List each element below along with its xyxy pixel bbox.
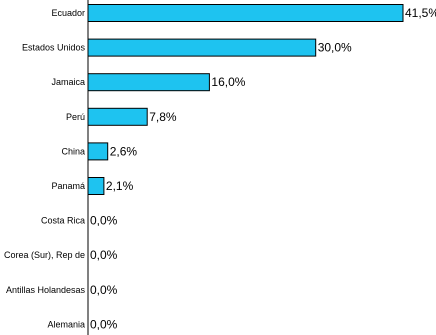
category-label-0: Ecuador xyxy=(51,8,85,18)
value-label-7: 0,0% xyxy=(90,248,118,262)
value-label-6: 0,0% xyxy=(90,214,118,228)
bars-group xyxy=(87,4,404,195)
value-label-4: 2,6% xyxy=(110,144,138,158)
bar-4 xyxy=(87,142,109,161)
bar-0 xyxy=(87,4,404,22)
category-label-5: Panamá xyxy=(51,181,85,191)
bar-1 xyxy=(87,38,317,57)
value-label-2: 16,0% xyxy=(211,75,245,89)
bar-5 xyxy=(87,177,105,195)
value-label-9: 0,0% xyxy=(90,317,118,331)
bar-2 xyxy=(87,73,210,92)
value-label-1: 30,0% xyxy=(318,41,352,55)
value-labels: 41,5% 30,0% 16,0% 7,8% 2,6% 2,1% 0,0% 0,0% 0,0% 0… xyxy=(90,6,436,331)
category-label-4: China xyxy=(61,146,85,156)
category-label-8: Antillas Holandesas xyxy=(6,285,86,295)
category-label-2: Jamaica xyxy=(51,77,85,87)
category-labels: Ecuador Estados Unidos Jamaica Perú China Pan… xyxy=(4,8,86,329)
category-label-9: Alemania xyxy=(47,319,85,329)
category-label-7: Corea (Sur), Rep de xyxy=(4,250,85,260)
value-label-8: 0,0% xyxy=(90,283,118,297)
category-label-1: Estados Unidos xyxy=(22,43,86,53)
value-label-3: 7,8% xyxy=(149,110,177,124)
value-label-0: 41,5% xyxy=(405,6,436,20)
value-label-5: 2,1% xyxy=(106,179,134,193)
category-label-3: Perú xyxy=(66,112,85,122)
bar-3 xyxy=(87,107,148,126)
category-label-6: Costa Rica xyxy=(41,216,85,226)
